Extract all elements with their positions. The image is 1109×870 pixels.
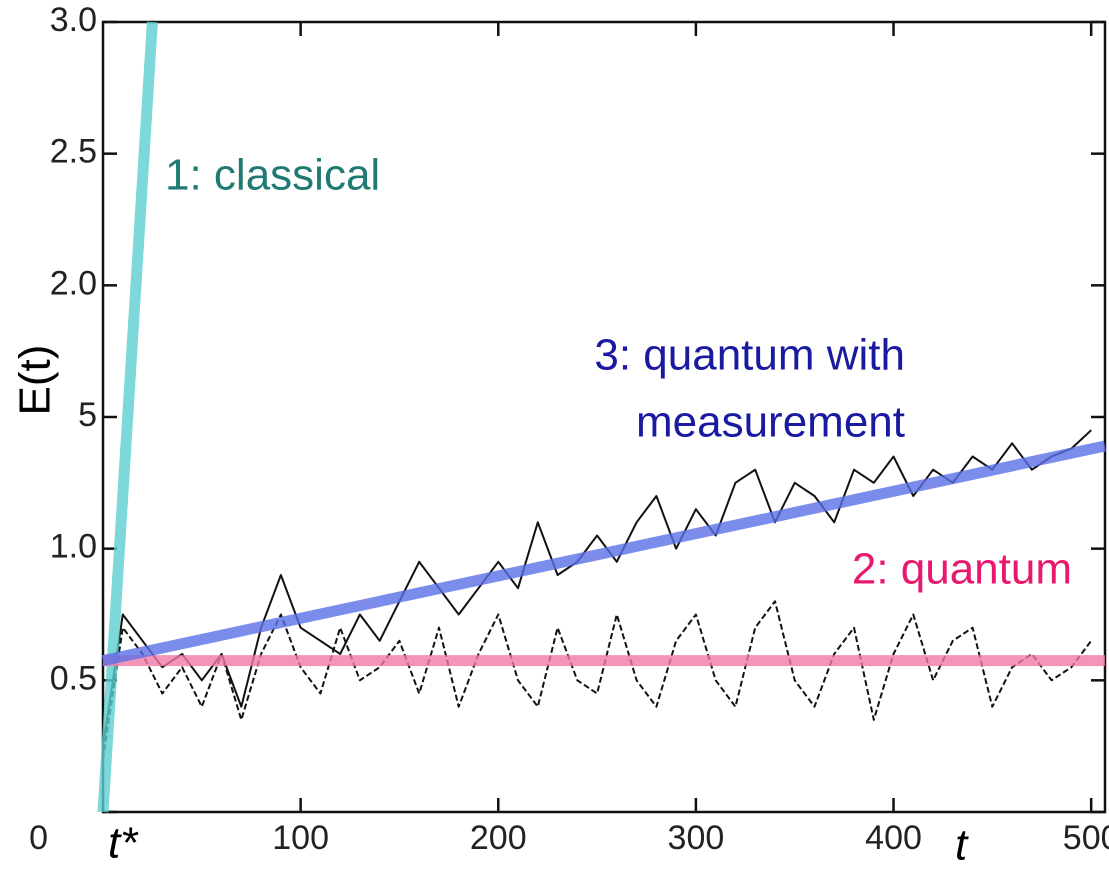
fit-line xyxy=(101,440,1107,666)
y-tick-label: 2.5 xyxy=(50,133,97,171)
y-tick-label: 5 xyxy=(78,396,97,434)
y-tick-label: 0 xyxy=(29,819,48,857)
data-curve xyxy=(102,429,1092,747)
y-tick-label: 2.0 xyxy=(50,264,97,302)
y-tick-label: 0.5 xyxy=(50,659,97,697)
x-tick-label: 400 xyxy=(865,819,922,857)
plot-frame xyxy=(101,20,1107,814)
fit-line xyxy=(97,21,158,813)
y-tick-label: 1.0 xyxy=(50,528,97,566)
x-axis-label: t xyxy=(955,821,969,870)
x-tick-label: 100 xyxy=(272,819,329,857)
y-tick-label: 3.0 xyxy=(50,1,97,39)
x-tick-label: 300 xyxy=(668,819,725,857)
annotation: measurement xyxy=(636,398,905,447)
annotation: 3: quantum with xyxy=(594,331,905,380)
annotation: 1: classical xyxy=(165,151,380,200)
x-tick-label: 200 xyxy=(470,819,527,857)
annotation: 2: quantum xyxy=(852,545,1072,594)
x-tick-label: 500 xyxy=(1063,819,1109,857)
y-axis-label: E(t) xyxy=(11,345,60,416)
t-star-label: t* xyxy=(108,819,139,868)
